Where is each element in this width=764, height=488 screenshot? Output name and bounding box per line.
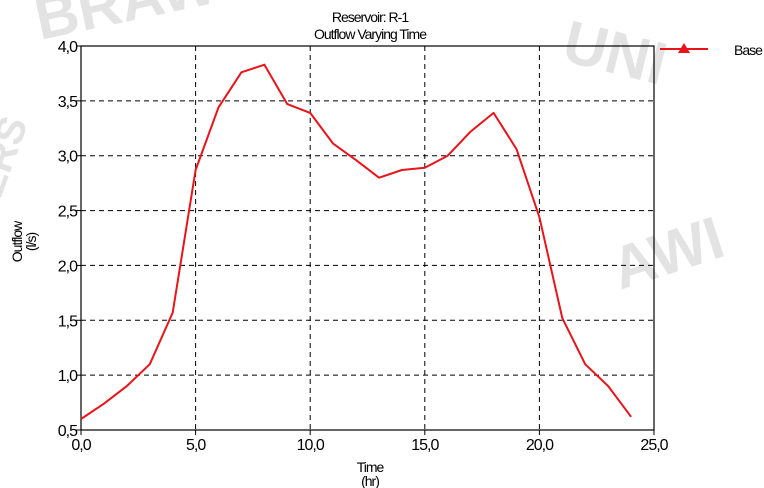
- y-tick-label: 1,5: [58, 313, 78, 330]
- y-tick-label: 2,0: [58, 258, 78, 275]
- series-line-base: [81, 65, 631, 419]
- plot-frame: [81, 46, 654, 430]
- y-tick-label: 0,5: [58, 423, 78, 440]
- y-tick-label: 1,0: [58, 368, 78, 385]
- y-tick-label: 4,0: [58, 39, 78, 56]
- y-axis-unit: (l/s): [23, 233, 39, 252]
- x-tick-label: 10,0: [297, 437, 325, 454]
- y-tick-label: 3,5: [58, 94, 78, 111]
- y-tick-label: 2,5: [58, 204, 78, 221]
- svg-text:UNI: UNI: [557, 8, 673, 98]
- legend: Base: [660, 42, 763, 58]
- chart-title: Reservoir: R-1: [332, 9, 409, 25]
- x-axis-unit: (hr): [361, 473, 379, 488]
- svg-text:ERS: ERS: [0, 111, 37, 203]
- legend-label: Base: [734, 42, 763, 58]
- svg-text:AWI: AWI: [603, 204, 731, 303]
- watermark: BRAW UNI AWI ERS: [0, 0, 732, 302]
- y-tick-label: 3,0: [58, 149, 78, 166]
- x-tick-label: 20,0: [526, 437, 554, 454]
- x-tick-label: 5,0: [186, 437, 206, 454]
- x-tick-label: 25,0: [640, 437, 668, 454]
- chart-subtitle: Outflow Varying Time: [314, 26, 427, 42]
- x-tick-label: 15,0: [411, 437, 439, 454]
